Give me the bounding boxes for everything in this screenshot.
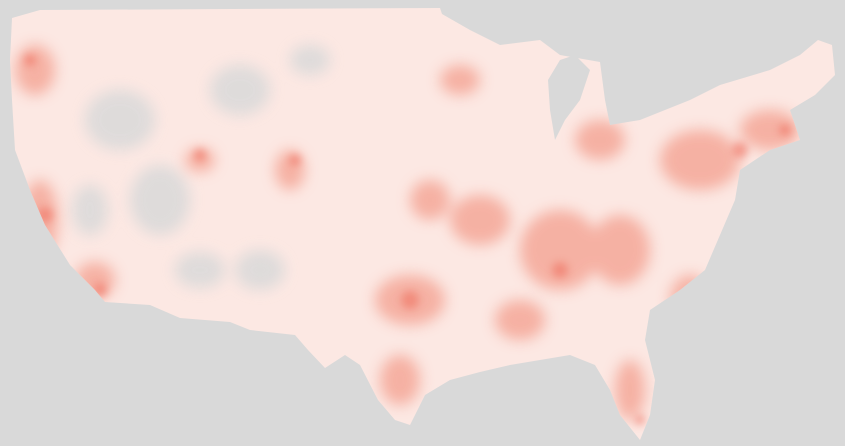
western-gaps (72, 45, 330, 290)
lake-michigan (548, 55, 590, 140)
